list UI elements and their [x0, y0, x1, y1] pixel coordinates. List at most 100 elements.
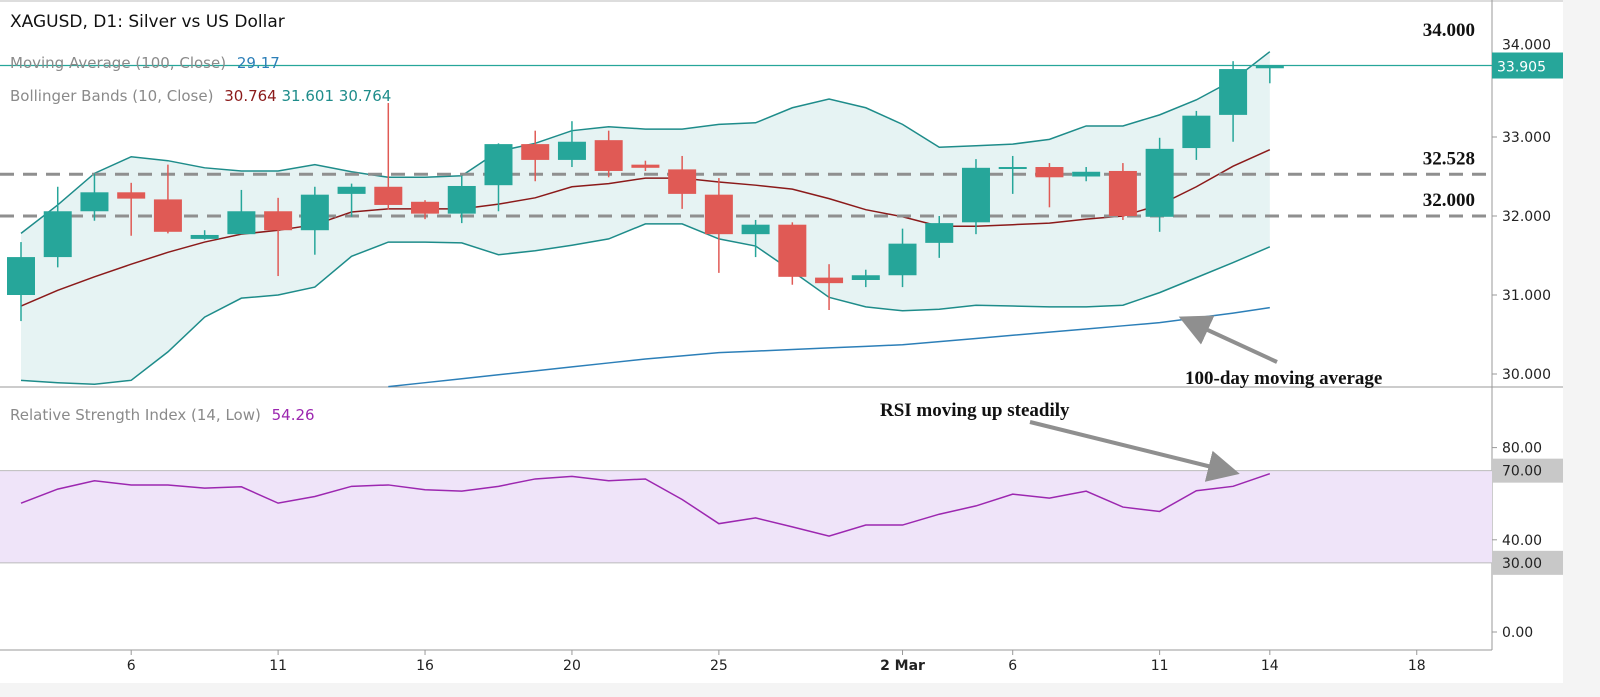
ma-annotation-text: 100-day moving average: [1185, 368, 1382, 389]
candle-body: [815, 277, 844, 284]
candle-body: [7, 257, 35, 295]
candle: [668, 155, 697, 209]
candle: [190, 230, 219, 240]
candle: [1255, 65, 1284, 84]
candle: [815, 264, 844, 311]
rsi-line: [20, 472, 1271, 537]
candle-body: [447, 185, 476, 214]
candle: [1035, 163, 1064, 208]
candle: [1108, 163, 1137, 220]
candle-body: [43, 211, 72, 258]
candle-body: [1255, 65, 1284, 69]
candle-body: [1182, 115, 1211, 149]
candle-body: [484, 144, 513, 186]
candle-body: [741, 224, 770, 235]
candle-body: [190, 234, 219, 239]
time-tick-label: 20: [563, 658, 581, 674]
price-tick-label: 32.000: [1502, 209, 1551, 225]
candle-body: [1145, 148, 1174, 217]
chart-title: XAGUSD, D1: Silver vs US Dollar: [10, 12, 285, 32]
candle-body: [888, 243, 917, 276]
candle: [631, 160, 660, 171]
rsi-tick-label: 80.00: [1502, 441, 1542, 457]
candle-body: [704, 194, 733, 235]
candle: [153, 164, 182, 234]
right-margin: [1563, 0, 1600, 697]
bb-lower-value: 30.764: [338, 87, 392, 105]
candle: [337, 183, 366, 217]
candle-body: [337, 186, 366, 194]
rsi-tick-label: 40.00: [1502, 533, 1542, 549]
bottom-margin: [0, 683, 1600, 697]
bollinger-band-fill: [21, 51, 1270, 385]
candle: [888, 228, 917, 288]
candle-body: [1035, 167, 1064, 178]
time-tick-label: 6: [1008, 658, 1017, 674]
candle-body: [264, 211, 293, 231]
bb-upper-value: 31.601: [281, 87, 335, 105]
candle: [851, 269, 880, 288]
level-label: 34.000: [1423, 20, 1475, 41]
candle: [80, 173, 109, 221]
ma-annotation-arrow: [1178, 315, 1278, 364]
ma-legend-label: Moving Average (100, Close): [10, 54, 227, 72]
candle: [521, 130, 550, 182]
candle: [411, 200, 440, 220]
level-label: 32.000: [1423, 190, 1475, 211]
candle: [484, 143, 513, 212]
candle: [1219, 61, 1248, 142]
candle-body: [778, 224, 807, 277]
candle: [998, 155, 1027, 194]
candle-body: [557, 141, 586, 160]
rsi-legend: Relative Strength Index (14, Low) 54.26: [10, 406, 315, 424]
bollinger-upper-line: [20, 51, 1271, 234]
candle: [1145, 137, 1174, 232]
candle: [594, 130, 623, 178]
ma-legend: Moving Average (100, Close) 29.17: [10, 54, 280, 72]
candle: [1182, 110, 1211, 160]
candle: [264, 197, 293, 277]
candle: [704, 178, 733, 273]
candle: [1072, 167, 1101, 182]
ma100-line: [388, 306, 1270, 388]
rsi-legend-label: Relative Strength Index (14, Low): [10, 406, 261, 424]
time-tick-label: 2 Mar: [880, 658, 925, 674]
time-tick-label: 6: [127, 658, 136, 674]
rsi-band-tag: [1492, 550, 1563, 575]
price-tick-label: 30.000: [1502, 367, 1551, 383]
candle: [300, 186, 329, 255]
candle-body: [1072, 171, 1101, 177]
price-tick-label: 34.000: [1502, 38, 1551, 54]
time-tick-label: 18: [1408, 658, 1426, 674]
rsi-band-tag-label: 30.00: [1502, 556, 1542, 572]
time-tick-label: 11: [269, 658, 287, 674]
candle: [925, 216, 954, 258]
candle-body: [631, 164, 660, 168]
candle-body: [117, 192, 146, 199]
candle-body: [80, 192, 109, 212]
time-tick-label: 11: [1151, 658, 1169, 674]
rsi-annotation-arrow: [1029, 420, 1240, 482]
price-tick-label: 33.000: [1502, 130, 1551, 146]
bb-legend: Bollinger Bands (10, Close) 30.764 31.60…: [10, 87, 391, 105]
last-price-tag: [1492, 52, 1563, 79]
candle-body: [1108, 170, 1137, 216]
level-label: 32.528: [1423, 148, 1475, 169]
bb-legend-label: Bollinger Bands (10, Close): [10, 87, 214, 105]
candle: [117, 182, 146, 236]
candle: [557, 121, 586, 168]
time-tick-label: 14: [1261, 658, 1279, 674]
candle: [7, 242, 35, 322]
rsi-annotation-text: RSI moving up steadily: [880, 400, 1070, 421]
candle-body: [227, 211, 256, 235]
bollinger-basis-line: [20, 148, 1271, 307]
bollinger-lower-line: [20, 223, 1271, 386]
candle: [961, 159, 990, 235]
candle-body: [925, 223, 954, 243]
time-tick-label: 16: [416, 658, 434, 674]
time-tick-label: 25: [710, 658, 728, 674]
candle: [741, 219, 770, 258]
candle-body: [1219, 69, 1248, 115]
rsi-band-fill: [0, 470, 1492, 563]
